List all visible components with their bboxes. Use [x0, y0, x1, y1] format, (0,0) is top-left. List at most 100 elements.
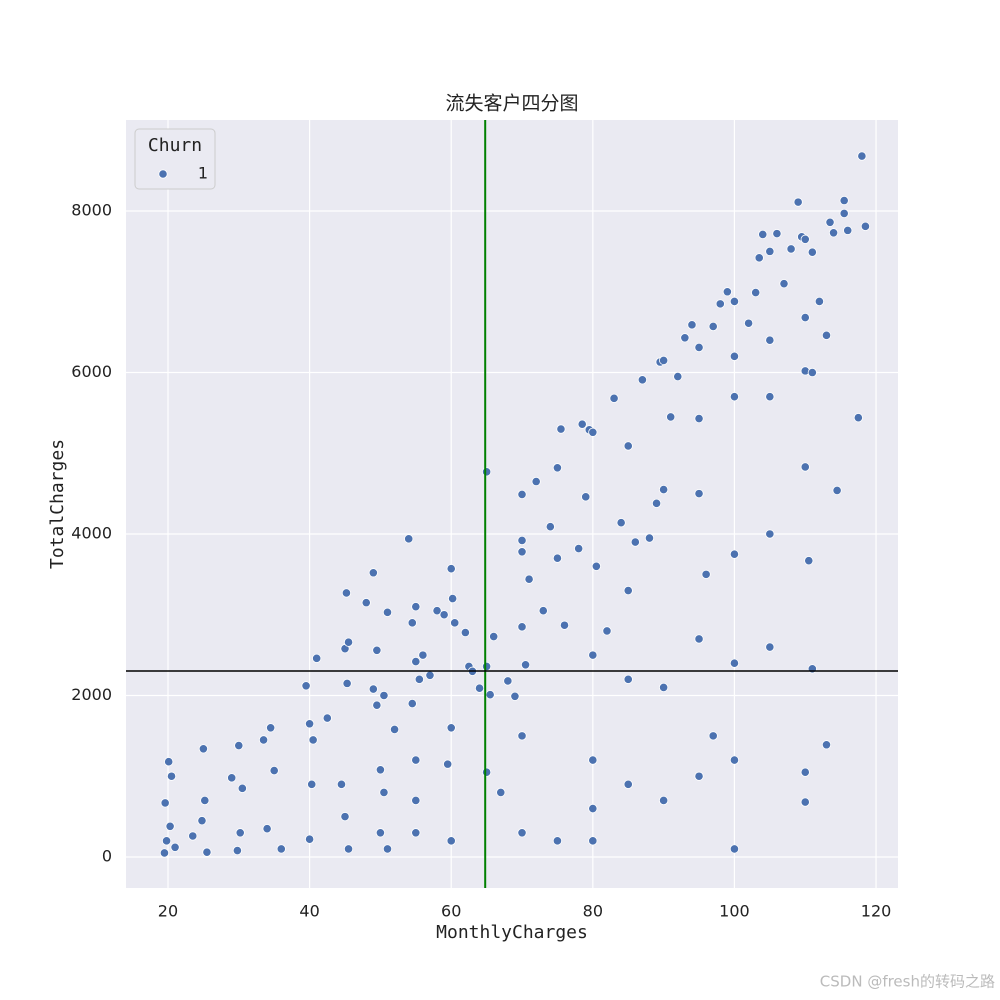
x-tick-label: 60 [441, 902, 461, 921]
point [804, 556, 814, 566]
point [807, 664, 817, 674]
point [779, 279, 789, 289]
point [159, 848, 170, 858]
point [577, 419, 587, 429]
point [517, 547, 527, 557]
point [404, 534, 414, 544]
point [623, 585, 633, 596]
point [765, 529, 775, 539]
point [715, 299, 725, 309]
point [411, 828, 421, 838]
point [341, 588, 352, 598]
point [276, 844, 286, 854]
point [361, 598, 371, 608]
point [722, 287, 732, 297]
point [448, 593, 458, 604]
point [545, 522, 555, 532]
x-tick-label: 100 [719, 902, 750, 921]
point [411, 602, 421, 612]
point [538, 606, 548, 616]
point [266, 723, 276, 733]
point [616, 518, 626, 528]
point [258, 735, 269, 745]
point [800, 234, 810, 244]
point [800, 312, 810, 323]
point [234, 740, 244, 751]
point [765, 392, 775, 402]
point [814, 296, 825, 307]
point [307, 779, 317, 789]
point [160, 798, 170, 808]
point [574, 543, 584, 554]
point [588, 803, 598, 814]
point [800, 767, 810, 777]
point [407, 618, 417, 628]
point [821, 740, 832, 750]
legend-label: 1 [198, 164, 208, 183]
point [375, 765, 386, 775]
point [623, 441, 633, 451]
x-tick-label: 120 [861, 902, 892, 921]
point [825, 217, 835, 227]
point [853, 413, 863, 423]
point [482, 767, 492, 777]
point [694, 771, 704, 781]
point [651, 498, 662, 508]
point [407, 698, 417, 709]
legend-title: Churn [148, 135, 202, 156]
point [200, 795, 210, 806]
point [807, 247, 817, 257]
point [489, 631, 499, 642]
point [517, 489, 527, 500]
point [227, 773, 237, 783]
legend: Churn 1 [134, 128, 216, 190]
chart-title: 流失客户四分图 [445, 93, 578, 115]
point [743, 318, 754, 328]
point [375, 828, 386, 838]
point [552, 836, 563, 846]
point [531, 476, 541, 487]
point [729, 296, 740, 307]
point [659, 355, 669, 365]
point [474, 683, 485, 693]
y-tick-label: 4000 [71, 523, 112, 542]
point [694, 342, 704, 353]
point [232, 845, 242, 856]
point [322, 713, 332, 723]
point [630, 537, 640, 547]
point [517, 535, 527, 546]
point [411, 795, 421, 806]
point [439, 610, 449, 620]
point [588, 836, 598, 846]
point [800, 797, 810, 807]
point [496, 787, 506, 797]
point [446, 836, 456, 846]
point [379, 787, 389, 797]
point [165, 821, 175, 831]
point [425, 670, 435, 680]
point [843, 225, 853, 235]
point [372, 645, 382, 655]
point [729, 392, 740, 402]
point [389, 724, 400, 735]
point [379, 690, 389, 701]
point [460, 627, 470, 638]
point [729, 549, 740, 559]
point [588, 755, 598, 765]
point [161, 836, 172, 846]
point [765, 335, 775, 345]
point [446, 564, 456, 574]
point [237, 783, 247, 793]
y-tick-label: 0 [102, 846, 112, 865]
point [308, 735, 318, 745]
point [446, 723, 456, 733]
point [666, 412, 676, 422]
point [418, 650, 428, 660]
point [166, 771, 177, 781]
point [552, 553, 563, 563]
point [694, 413, 704, 424]
point [482, 467, 492, 477]
y-axis-label: TotalCharges [47, 439, 68, 569]
point [301, 681, 311, 691]
